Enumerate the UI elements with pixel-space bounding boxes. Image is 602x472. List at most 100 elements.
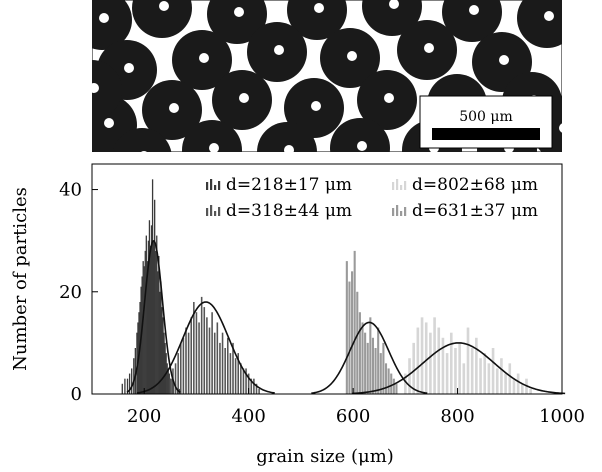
histogram-bar	[155, 250, 157, 394]
histogram-bar	[516, 373, 520, 394]
histogram-bar	[408, 358, 411, 394]
histogram-bar	[142, 261, 144, 394]
histogram-bar	[211, 312, 213, 394]
histogram-bar	[424, 322, 428, 394]
histogram-bar	[126, 378, 129, 394]
y-tick-label: 0	[71, 384, 82, 405]
particle	[517, 0, 562, 48]
histogram-bar	[182, 337, 185, 394]
histogram-bar	[395, 383, 398, 394]
histogram-bar	[131, 368, 133, 394]
histogram-bar	[258, 388, 260, 394]
histogram-bar	[147, 240, 150, 394]
histogram-bar	[208, 327, 211, 394]
particle	[132, 0, 192, 38]
histogram-bar	[404, 373, 407, 394]
histogram-bar	[198, 322, 200, 394]
particle	[92, 0, 132, 50]
histogram-bar	[491, 348, 495, 394]
histogram-bar	[240, 363, 242, 394]
histogram-bar	[237, 353, 240, 394]
particle	[212, 70, 272, 130]
histogram-bar	[158, 256, 160, 394]
histogram-bar	[190, 317, 193, 394]
legend-swatch-icon	[392, 205, 407, 216]
particle	[397, 20, 457, 80]
histogram-bar	[143, 266, 145, 394]
histogram-bar	[429, 332, 432, 394]
legend-swatch-icon	[206, 205, 221, 216]
histogram-bar	[156, 235, 158, 394]
histogram-bar	[159, 291, 161, 394]
histogram-bar	[356, 291, 359, 394]
y-tick-label: 40	[59, 180, 82, 201]
particle	[287, 0, 347, 40]
histogram-bar	[195, 312, 198, 394]
histogram-bar	[390, 373, 393, 394]
histogram-bar	[470, 348, 474, 394]
y-axis-label: Number of particles	[10, 187, 31, 371]
particle	[247, 22, 307, 82]
histogram-bar	[449, 332, 453, 394]
scale-bar	[432, 128, 540, 140]
histogram-bar	[171, 378, 173, 394]
particle	[330, 118, 390, 152]
histogram-bar	[224, 348, 226, 394]
histogram-bar	[366, 342, 369, 394]
histogram-bar	[213, 332, 216, 394]
histogram-bar	[162, 317, 164, 394]
y-axis-ticks: 0 20 40	[59, 180, 98, 405]
legend-label: d=802±68 μm	[412, 175, 538, 195]
histogram-bar	[433, 317, 436, 394]
histogram-bar	[508, 363, 512, 394]
histogram-bar	[144, 250, 146, 394]
histogram-bar	[479, 358, 482, 394]
histogram-bar	[466, 327, 470, 394]
histogram-bar	[150, 225, 153, 394]
legend-label: d=318±44 μm	[226, 201, 352, 221]
histogram-bar	[221, 332, 224, 394]
x-tick-label: 600	[336, 406, 370, 427]
histogram-bar	[392, 378, 395, 394]
histogram-bar	[152, 240, 155, 394]
histogram-bar	[379, 353, 382, 394]
histogram-bar	[151, 179, 154, 394]
histogram-bar	[462, 363, 466, 394]
histogram-bar	[353, 250, 356, 394]
particle	[207, 0, 267, 44]
histogram-bar	[512, 378, 516, 394]
histogram-bar	[345, 261, 348, 394]
histogram-bar	[358, 312, 361, 394]
histogram-bar	[475, 337, 478, 394]
x-tick-label: 800	[440, 406, 474, 427]
gaussian-fit-curve	[136, 301, 275, 394]
histogram-bar	[163, 332, 165, 394]
plot-frame	[91, 163, 563, 395]
histogram-bar	[242, 368, 245, 394]
histogram-bar	[174, 363, 177, 394]
histogram-bar	[133, 358, 135, 394]
histogram-bar	[377, 327, 380, 394]
particle	[442, 0, 502, 42]
particle-layer	[92, 0, 562, 152]
histogram-bar	[437, 327, 441, 394]
histogram-bar	[500, 358, 503, 394]
histogram-bar	[121, 383, 123, 394]
histogram-bar	[234, 358, 237, 394]
histogram-bar	[193, 302, 195, 394]
histogram-bar	[169, 378, 172, 394]
histogram-bar	[253, 378, 255, 394]
x-axis-ticks: 200 400 600 800 1000	[127, 388, 585, 427]
histogram-bar	[420, 317, 424, 394]
legend-label: d=218±17 μm	[226, 175, 352, 195]
histogram-bar	[148, 220, 151, 394]
scale-label: 500 μm	[459, 109, 513, 125]
gaussian-fit-curve	[352, 342, 566, 395]
histogram-bar	[364, 332, 367, 394]
histogram-bar	[154, 199, 156, 394]
particle	[257, 122, 317, 152]
histogram-bar	[458, 342, 461, 394]
histogram-bar	[255, 383, 258, 394]
histogram-bar	[177, 353, 179, 394]
